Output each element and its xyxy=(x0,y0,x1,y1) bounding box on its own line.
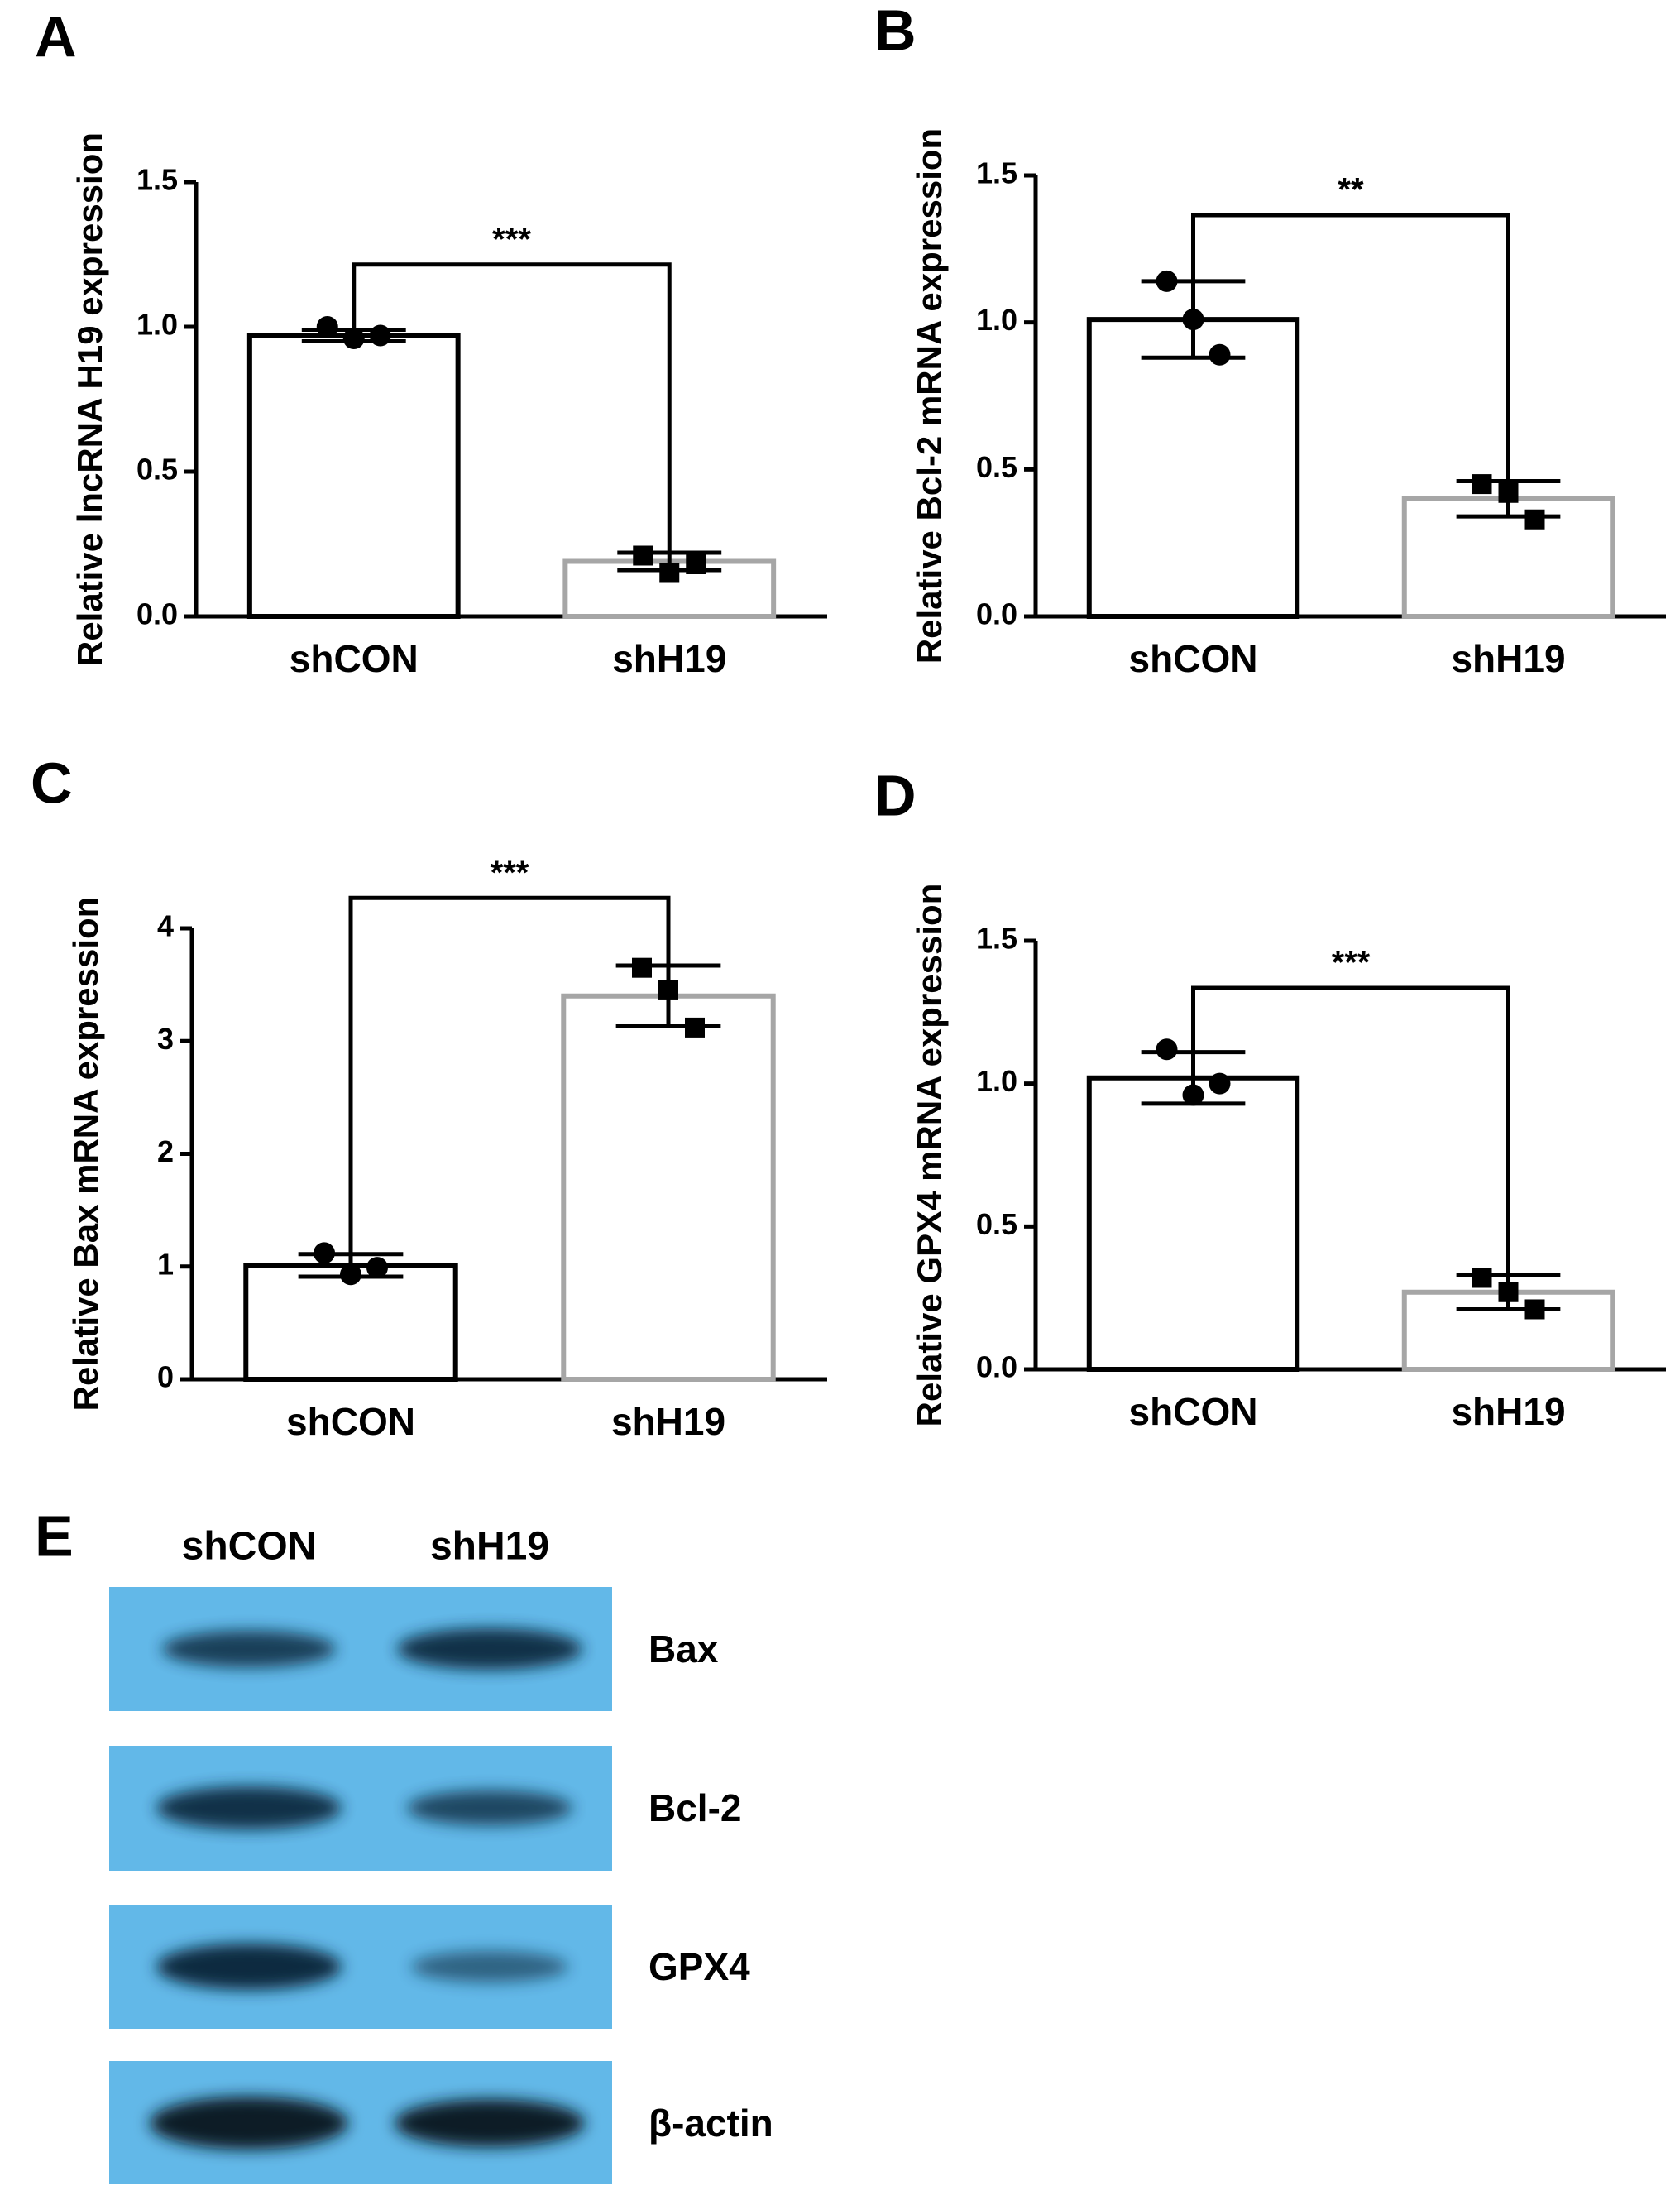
data-point xyxy=(1209,343,1231,366)
chart-panel: B Relative Bcl-2 mRNA expression 0.0 0.5 1.0… xyxy=(874,0,1666,680)
y-tick-label: 0 xyxy=(157,1360,174,1394)
chart-panel: C Relative Bax mRNA expression 0 1 2 3 4 shCON s… xyxy=(31,750,827,1443)
y-tick-label: 0.0 xyxy=(976,597,1017,631)
data-point xyxy=(632,957,652,978)
y-axis-label: Relative Bcl-2 mRNA expression xyxy=(910,128,949,664)
y-tick-label: 0.0 xyxy=(136,597,178,631)
bar xyxy=(1086,317,1300,619)
y-tick-label: 0.5 xyxy=(976,1207,1017,1241)
x-tick-label: shH19 xyxy=(1451,1390,1565,1433)
data-point xyxy=(366,1257,388,1279)
band xyxy=(397,1628,582,1670)
significance-label: ** xyxy=(1338,172,1364,209)
band xyxy=(162,1631,336,1667)
y-tick-label: 1.5 xyxy=(136,163,178,197)
y-tick-label: 1.0 xyxy=(976,1064,1017,1098)
panel-label: A xyxy=(35,4,77,69)
y-tick-label: 1.0 xyxy=(976,303,1017,337)
chart-panel: D Relative GPX4 mRNA expression 0.0 0.5 1.0 1… xyxy=(874,763,1666,1433)
lane-label: shCON xyxy=(182,1525,317,1569)
significance-bracket xyxy=(1191,985,1510,1276)
x-tick-label: shH19 xyxy=(1451,637,1565,680)
panel-label: C xyxy=(31,750,73,815)
y-tick-label: 0.5 xyxy=(976,450,1017,484)
lane-label: shH19 xyxy=(430,1525,549,1569)
y-axis-label: Relative GPX4 mRNA expression xyxy=(910,884,949,1427)
panel-label: E xyxy=(35,1503,74,1568)
bar xyxy=(1086,1075,1300,1372)
band xyxy=(407,1790,572,1825)
band xyxy=(411,1951,568,1982)
band xyxy=(156,1786,342,1829)
panel-label: B xyxy=(874,0,917,62)
band xyxy=(395,2099,585,2147)
x-tick-label: shCON xyxy=(1129,1390,1258,1433)
y-tick-label: 2 xyxy=(157,1134,174,1168)
data-point xyxy=(1472,474,1492,495)
band xyxy=(156,1944,342,1990)
y-tick-label: 0.5 xyxy=(136,453,178,487)
y-axis-label: Relative lncRNA H19 expression xyxy=(70,132,109,666)
y-tick-label: 1.0 xyxy=(136,308,178,342)
y-tick-label: 4 xyxy=(157,909,174,943)
bar xyxy=(246,333,461,619)
y-tick-label: 1 xyxy=(157,1247,174,1281)
x-tick-label: shH19 xyxy=(611,1400,725,1443)
band-label: GPX4 xyxy=(649,1945,750,1988)
significance-label: *** xyxy=(491,855,529,891)
data-point xyxy=(316,316,338,338)
y-axis-label: Relative Bax mRNA expression xyxy=(66,897,105,1412)
x-tick-label: shH19 xyxy=(612,637,726,680)
bar xyxy=(561,993,776,1382)
blot-panel: E shCON shH19 Bax Bcl-2 GPX4 β-actin xyxy=(35,1503,773,2184)
band-label: Bcl-2 xyxy=(649,1786,741,1829)
y-tick-label: 1.5 xyxy=(976,922,1017,956)
data-point xyxy=(1472,1268,1492,1288)
band-label: Bax xyxy=(649,1627,719,1671)
error-bar xyxy=(1456,479,1561,519)
significance-label: *** xyxy=(492,221,531,257)
x-tick-label: shCON xyxy=(290,637,419,680)
data-point xyxy=(1524,509,1545,530)
significance-bracket xyxy=(348,895,671,1254)
band xyxy=(150,2097,348,2150)
data-point xyxy=(1156,1038,1178,1061)
y-tick-label: 3 xyxy=(157,1022,174,1056)
band-label: β-actin xyxy=(649,2102,773,2145)
significance-bracket xyxy=(1191,213,1510,482)
data-point xyxy=(633,545,653,566)
y-tick-label: 0.0 xyxy=(976,1350,1017,1384)
y-tick-label: 1.5 xyxy=(976,156,1017,190)
chart-panel: A Relative lncRNA H19 expression 0.0 0.5 1.0… xyxy=(35,4,827,680)
panel-label: D xyxy=(874,763,917,827)
x-tick-label: shCON xyxy=(1129,637,1258,680)
x-tick-label: shCON xyxy=(286,1400,415,1443)
data-point xyxy=(1209,1072,1231,1095)
significance-bracket xyxy=(352,262,672,553)
significance-label: *** xyxy=(1332,945,1371,981)
